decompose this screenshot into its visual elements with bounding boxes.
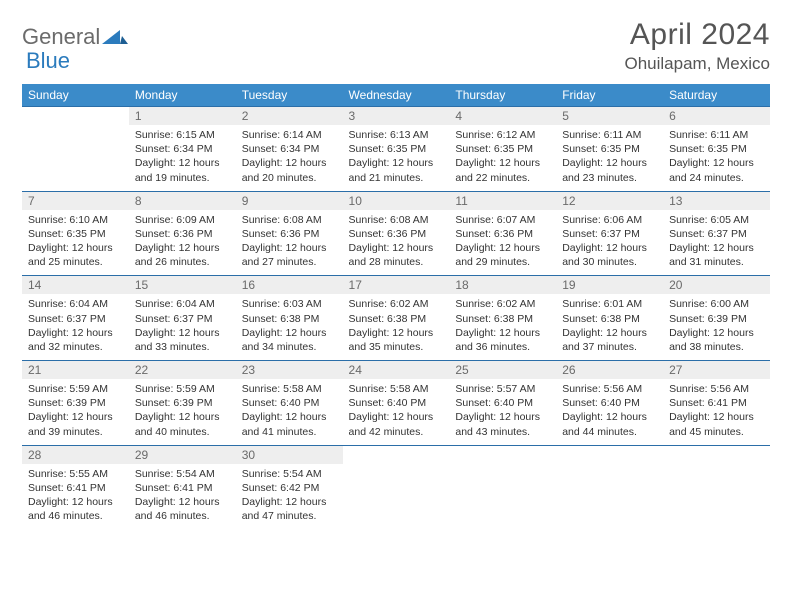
day-number: 19 xyxy=(556,276,663,295)
day-cell: Sunrise: 5:57 AMSunset: 6:40 PMDaylight:… xyxy=(449,379,556,445)
day-number: 16 xyxy=(236,276,343,295)
day-cell: Sunrise: 6:15 AMSunset: 6:34 PMDaylight:… xyxy=(129,125,236,191)
day-number: 15 xyxy=(129,276,236,295)
day-cell: Sunrise: 5:56 AMSunset: 6:40 PMDaylight:… xyxy=(556,379,663,445)
day-number: 24 xyxy=(343,361,450,380)
day-cell xyxy=(663,464,770,530)
day-header: Thursday xyxy=(449,84,556,107)
day-number xyxy=(449,445,556,464)
day-header: Wednesday xyxy=(343,84,450,107)
day-cell: Sunrise: 6:10 AMSunset: 6:35 PMDaylight:… xyxy=(22,210,129,276)
day-cell: Sunrise: 5:59 AMSunset: 6:39 PMDaylight:… xyxy=(22,379,129,445)
day-number xyxy=(556,445,663,464)
day-number xyxy=(343,445,450,464)
day-number: 25 xyxy=(449,361,556,380)
day-number: 20 xyxy=(663,276,770,295)
day-cell: Sunrise: 6:06 AMSunset: 6:37 PMDaylight:… xyxy=(556,210,663,276)
daynum-row: 282930 xyxy=(22,445,770,464)
detail-row: Sunrise: 5:59 AMSunset: 6:39 PMDaylight:… xyxy=(22,379,770,445)
title-block: April 2024 Ohuilapam, Mexico xyxy=(624,18,770,74)
day-cell: Sunrise: 6:03 AMSunset: 6:38 PMDaylight:… xyxy=(236,294,343,360)
day-number: 4 xyxy=(449,107,556,126)
daynum-row: 123456 xyxy=(22,107,770,126)
day-number: 18 xyxy=(449,276,556,295)
day-number: 26 xyxy=(556,361,663,380)
day-number: 28 xyxy=(22,445,129,464)
day-cell: Sunrise: 6:11 AMSunset: 6:35 PMDaylight:… xyxy=(663,125,770,191)
day-number: 6 xyxy=(663,107,770,126)
day-header-row: SundayMondayTuesdayWednesdayThursdayFrid… xyxy=(22,84,770,107)
day-cell xyxy=(449,464,556,530)
day-number: 14 xyxy=(22,276,129,295)
day-number: 8 xyxy=(129,191,236,210)
daynum-row: 21222324252627 xyxy=(22,361,770,380)
day-cell: Sunrise: 6:09 AMSunset: 6:36 PMDaylight:… xyxy=(129,210,236,276)
day-cell: Sunrise: 6:12 AMSunset: 6:35 PMDaylight:… xyxy=(449,125,556,191)
day-number xyxy=(663,445,770,464)
day-number: 27 xyxy=(663,361,770,380)
daynum-row: 14151617181920 xyxy=(22,276,770,295)
day-number: 1 xyxy=(129,107,236,126)
day-header: Saturday xyxy=(663,84,770,107)
day-cell: Sunrise: 6:01 AMSunset: 6:38 PMDaylight:… xyxy=(556,294,663,360)
day-cell: Sunrise: 6:02 AMSunset: 6:38 PMDaylight:… xyxy=(343,294,450,360)
day-number: 17 xyxy=(343,276,450,295)
day-number: 13 xyxy=(663,191,770,210)
day-cell: Sunrise: 6:14 AMSunset: 6:34 PMDaylight:… xyxy=(236,125,343,191)
day-number: 7 xyxy=(22,191,129,210)
day-cell xyxy=(343,464,450,530)
brand-triangle-icon xyxy=(102,28,128,46)
day-cell: Sunrise: 5:58 AMSunset: 6:40 PMDaylight:… xyxy=(236,379,343,445)
header: General April 2024 Ohuilapam, Mexico xyxy=(22,18,770,74)
brand-word2: Blue xyxy=(26,48,70,74)
day-number: 21 xyxy=(22,361,129,380)
day-cell: Sunrise: 6:08 AMSunset: 6:36 PMDaylight:… xyxy=(343,210,450,276)
calendar-table: SundayMondayTuesdayWednesdayThursdayFrid… xyxy=(22,84,770,530)
day-number: 10 xyxy=(343,191,450,210)
day-cell: Sunrise: 6:07 AMSunset: 6:36 PMDaylight:… xyxy=(449,210,556,276)
day-cell: Sunrise: 5:55 AMSunset: 6:41 PMDaylight:… xyxy=(22,464,129,530)
day-number: 2 xyxy=(236,107,343,126)
day-header: Sunday xyxy=(22,84,129,107)
day-cell: Sunrise: 5:54 AMSunset: 6:42 PMDaylight:… xyxy=(236,464,343,530)
day-number xyxy=(22,107,129,126)
day-cell: Sunrise: 6:04 AMSunset: 6:37 PMDaylight:… xyxy=(22,294,129,360)
daynum-row: 78910111213 xyxy=(22,191,770,210)
day-number: 23 xyxy=(236,361,343,380)
day-cell: Sunrise: 6:08 AMSunset: 6:36 PMDaylight:… xyxy=(236,210,343,276)
day-number: 3 xyxy=(343,107,450,126)
day-cell xyxy=(22,125,129,191)
month-title: April 2024 xyxy=(624,18,770,52)
day-cell: Sunrise: 6:00 AMSunset: 6:39 PMDaylight:… xyxy=(663,294,770,360)
day-cell: Sunrise: 6:04 AMSunset: 6:37 PMDaylight:… xyxy=(129,294,236,360)
day-cell: Sunrise: 5:58 AMSunset: 6:40 PMDaylight:… xyxy=(343,379,450,445)
detail-row: Sunrise: 6:15 AMSunset: 6:34 PMDaylight:… xyxy=(22,125,770,191)
day-number: 5 xyxy=(556,107,663,126)
detail-row: Sunrise: 6:04 AMSunset: 6:37 PMDaylight:… xyxy=(22,294,770,360)
day-header: Monday xyxy=(129,84,236,107)
location-label: Ohuilapam, Mexico xyxy=(624,54,770,74)
day-number: 9 xyxy=(236,191,343,210)
day-cell: Sunrise: 5:59 AMSunset: 6:39 PMDaylight:… xyxy=(129,379,236,445)
day-number: 11 xyxy=(449,191,556,210)
day-cell: Sunrise: 6:05 AMSunset: 6:37 PMDaylight:… xyxy=(663,210,770,276)
detail-row: Sunrise: 5:55 AMSunset: 6:41 PMDaylight:… xyxy=(22,464,770,530)
day-number: 30 xyxy=(236,445,343,464)
day-header: Friday xyxy=(556,84,663,107)
day-cell: Sunrise: 5:54 AMSunset: 6:41 PMDaylight:… xyxy=(129,464,236,530)
day-cell xyxy=(556,464,663,530)
day-number: 12 xyxy=(556,191,663,210)
day-cell: Sunrise: 5:56 AMSunset: 6:41 PMDaylight:… xyxy=(663,379,770,445)
brand-logo: General xyxy=(22,18,130,50)
brand-word1: General xyxy=(22,24,100,50)
detail-row: Sunrise: 6:10 AMSunset: 6:35 PMDaylight:… xyxy=(22,210,770,276)
day-number: 22 xyxy=(129,361,236,380)
day-cell: Sunrise: 6:02 AMSunset: 6:38 PMDaylight:… xyxy=(449,294,556,360)
day-cell: Sunrise: 6:13 AMSunset: 6:35 PMDaylight:… xyxy=(343,125,450,191)
day-header: Tuesday xyxy=(236,84,343,107)
day-number: 29 xyxy=(129,445,236,464)
day-cell: Sunrise: 6:11 AMSunset: 6:35 PMDaylight:… xyxy=(556,125,663,191)
